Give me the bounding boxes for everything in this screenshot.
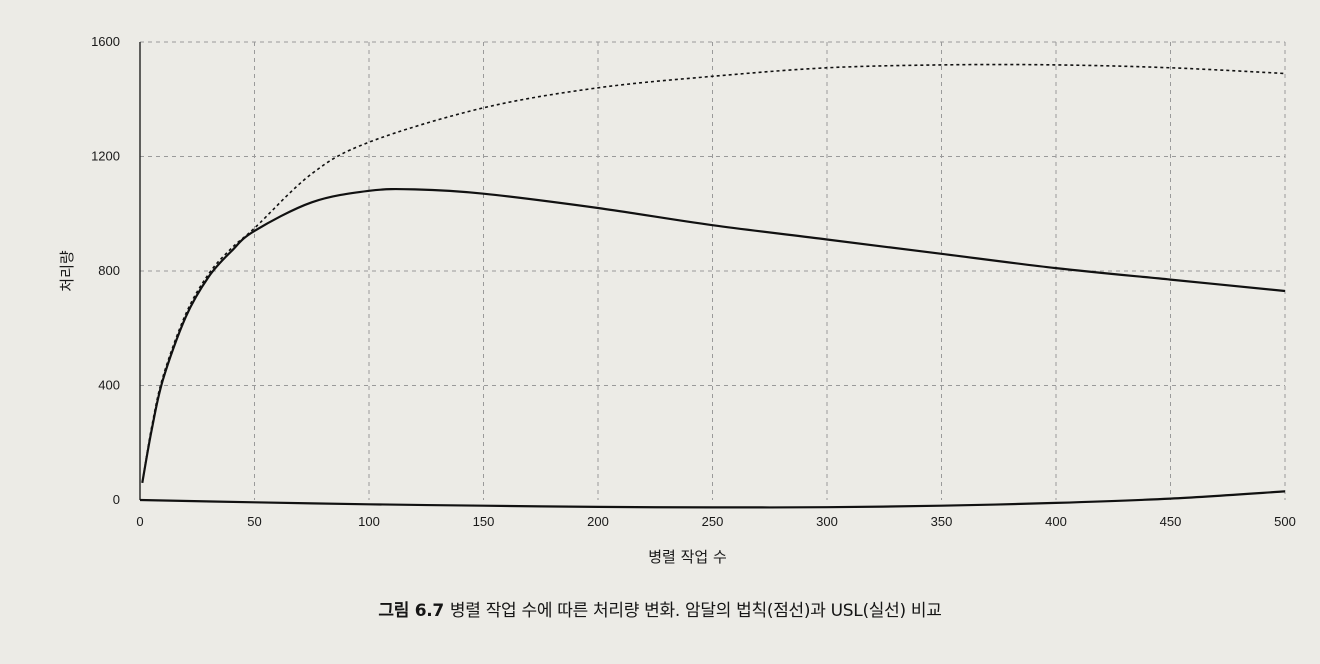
x-tick-label: 400: [1045, 514, 1067, 529]
x-axis-title: 병렬 작업 수: [648, 548, 727, 566]
x-tick-label: 100: [358, 514, 380, 529]
y-tick-label: 800: [98, 263, 120, 278]
throughput-chart: 0 50 100 150 200 250 300 350 400 450 500 0 400 800 120…: [58, 34, 1296, 566]
figure-number: 그림 6.7: [378, 601, 444, 621]
x-tick-label: 300: [816, 514, 838, 529]
caption-text: 병렬 작업 수에 따른 처리량 변화. 암달의 법칙(점선)과 USL(실선) …: [449, 601, 942, 621]
y-tick-label: 0: [113, 492, 120, 507]
x-tick-label: 200: [587, 514, 609, 529]
usl-curve: [141, 187, 1286, 483]
x-tick-label: 350: [931, 514, 953, 529]
x-tick-label: 0: [136, 514, 143, 529]
y-tick-label: 1600: [91, 34, 120, 49]
baseline-curve: [139, 490, 1286, 509]
x-tick-label: 150: [473, 514, 495, 529]
amdahl-curve: [141, 63, 1286, 483]
x-tick-label: 450: [1160, 514, 1182, 529]
x-tick-label: 50: [247, 514, 261, 529]
y-tick-label: 1200: [91, 149, 120, 164]
x-tick-label: 250: [702, 514, 724, 529]
y-tick-label: 400: [98, 378, 120, 393]
y-axis-title: 처리량: [58, 250, 76, 292]
x-tick-label: 500: [1274, 514, 1296, 529]
figure-caption: 그림 6.7 병렬 작업 수에 따른 처리량 변화. 암달의 법칙(점선)과 US…: [0, 596, 1320, 621]
